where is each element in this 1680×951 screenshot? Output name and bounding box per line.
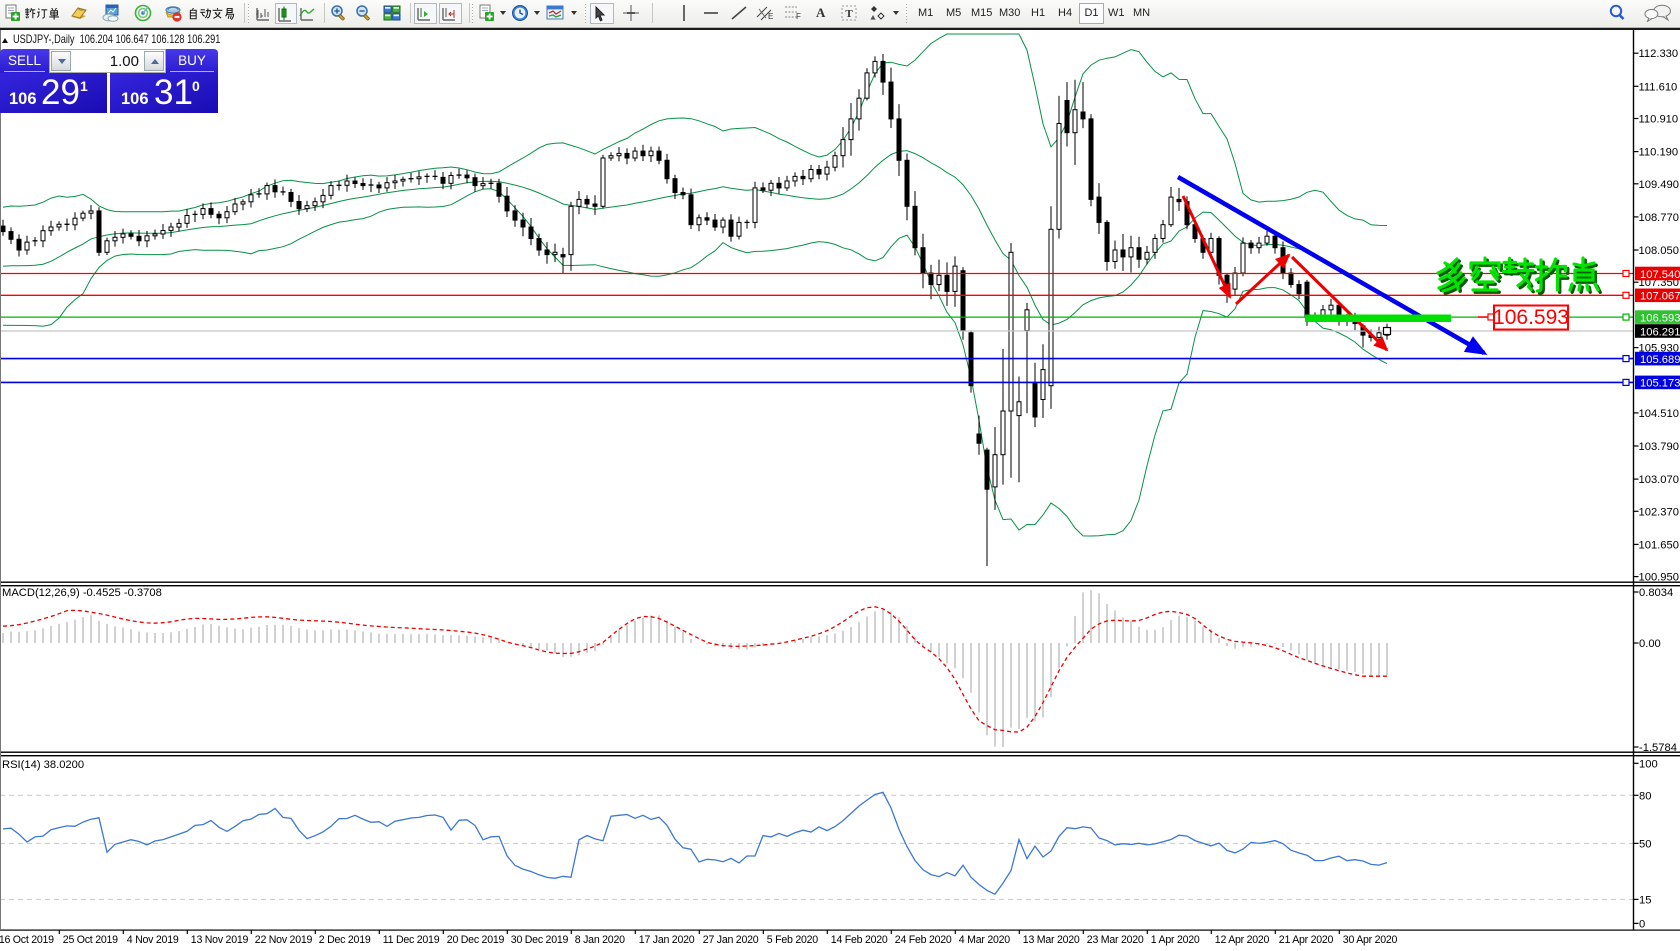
svg-text:110.190: 110.190	[1639, 147, 1679, 159]
svg-text:27 Jan 2020: 27 Jan 2020	[703, 934, 759, 946]
svg-text:100: 100	[1639, 758, 1658, 770]
svg-text:MACD(12,26,9) -0.4525 -0.3708: MACD(12,26,9) -0.4525 -0.3708	[2, 587, 162, 599]
svg-text:80: 80	[1639, 790, 1651, 802]
svg-text:110.910: 110.910	[1639, 114, 1679, 126]
svg-text:16 Oct 2019: 16 Oct 2019	[0, 934, 54, 946]
svg-text:17 Jan 2020: 17 Jan 2020	[639, 934, 695, 946]
svg-text:104.510: 104.510	[1639, 408, 1679, 420]
svg-text:4 Nov 2019: 4 Nov 2019	[127, 934, 179, 946]
svg-text:23 Mar 2020: 23 Mar 2020	[1087, 934, 1144, 946]
svg-text:103.070: 103.070	[1639, 474, 1679, 486]
svg-text:106.291: 106.291	[1640, 326, 1680, 338]
svg-text:0: 0	[1639, 918, 1645, 930]
svg-text:2 Dec 2019: 2 Dec 2019	[319, 934, 371, 946]
svg-text:103.790: 103.790	[1639, 441, 1679, 453]
svg-text:4 Mar 2020: 4 Mar 2020	[959, 934, 1010, 946]
svg-text:109.490: 109.490	[1639, 179, 1679, 191]
svg-text:15: 15	[1639, 894, 1651, 906]
svg-text:112.330: 112.330	[1639, 48, 1679, 60]
svg-text:-1.5784: -1.5784	[1639, 742, 1677, 754]
svg-text:0.8034: 0.8034	[1639, 587, 1673, 599]
svg-text:12 Apr 2020: 12 Apr 2020	[1215, 934, 1270, 946]
svg-text:106.593: 106.593	[1640, 312, 1680, 324]
svg-text:108.770: 108.770	[1639, 212, 1679, 224]
svg-text:108.050: 108.050	[1639, 245, 1679, 257]
svg-text:107.540: 107.540	[1640, 269, 1680, 281]
svg-text:102.370: 102.370	[1639, 506, 1679, 518]
svg-text:107.067: 107.067	[1640, 291, 1680, 303]
svg-text:13 Nov 2019: 13 Nov 2019	[191, 934, 249, 946]
svg-text:21 Apr 2020: 21 Apr 2020	[1279, 934, 1334, 946]
svg-text:105.930: 105.930	[1639, 343, 1679, 355]
svg-text:0.00: 0.00	[1639, 638, 1661, 650]
svg-text:5 Feb 2020: 5 Feb 2020	[767, 934, 818, 946]
svg-text:24 Feb 2020: 24 Feb 2020	[895, 934, 952, 946]
svg-text:14 Feb 2020: 14 Feb 2020	[831, 934, 888, 946]
svg-text:22 Nov 2019: 22 Nov 2019	[255, 934, 313, 946]
svg-text:13 Mar 2020: 13 Mar 2020	[1023, 934, 1080, 946]
svg-text:30 Dec 2019: 30 Dec 2019	[511, 934, 569, 946]
svg-text:50: 50	[1639, 838, 1651, 850]
svg-text:30 Apr 2020: 30 Apr 2020	[1343, 934, 1398, 946]
svg-text:105.689: 105.689	[1640, 354, 1680, 366]
svg-text:25 Oct 2019: 25 Oct 2019	[63, 934, 118, 946]
svg-text:T: T	[845, 8, 853, 20]
svg-text:RSI(14) 38.0200: RSI(14) 38.0200	[2, 759, 84, 771]
svg-text:106.593: 106.593	[1493, 306, 1569, 329]
svg-text:100.950: 100.950	[1639, 572, 1679, 584]
svg-text:1 Apr 2020: 1 Apr 2020	[1151, 934, 1200, 946]
svg-text:111.610: 111.610	[1639, 81, 1678, 93]
svg-text:101.650: 101.650	[1639, 539, 1679, 551]
svg-text:20 Dec 2019: 20 Dec 2019	[447, 934, 505, 946]
svg-text:105.173: 105.173	[1640, 378, 1680, 390]
svg-text:8 Jan 2020: 8 Jan 2020	[575, 934, 625, 946]
svg-text:11 Dec 2019: 11 Dec 2019	[383, 934, 440, 946]
